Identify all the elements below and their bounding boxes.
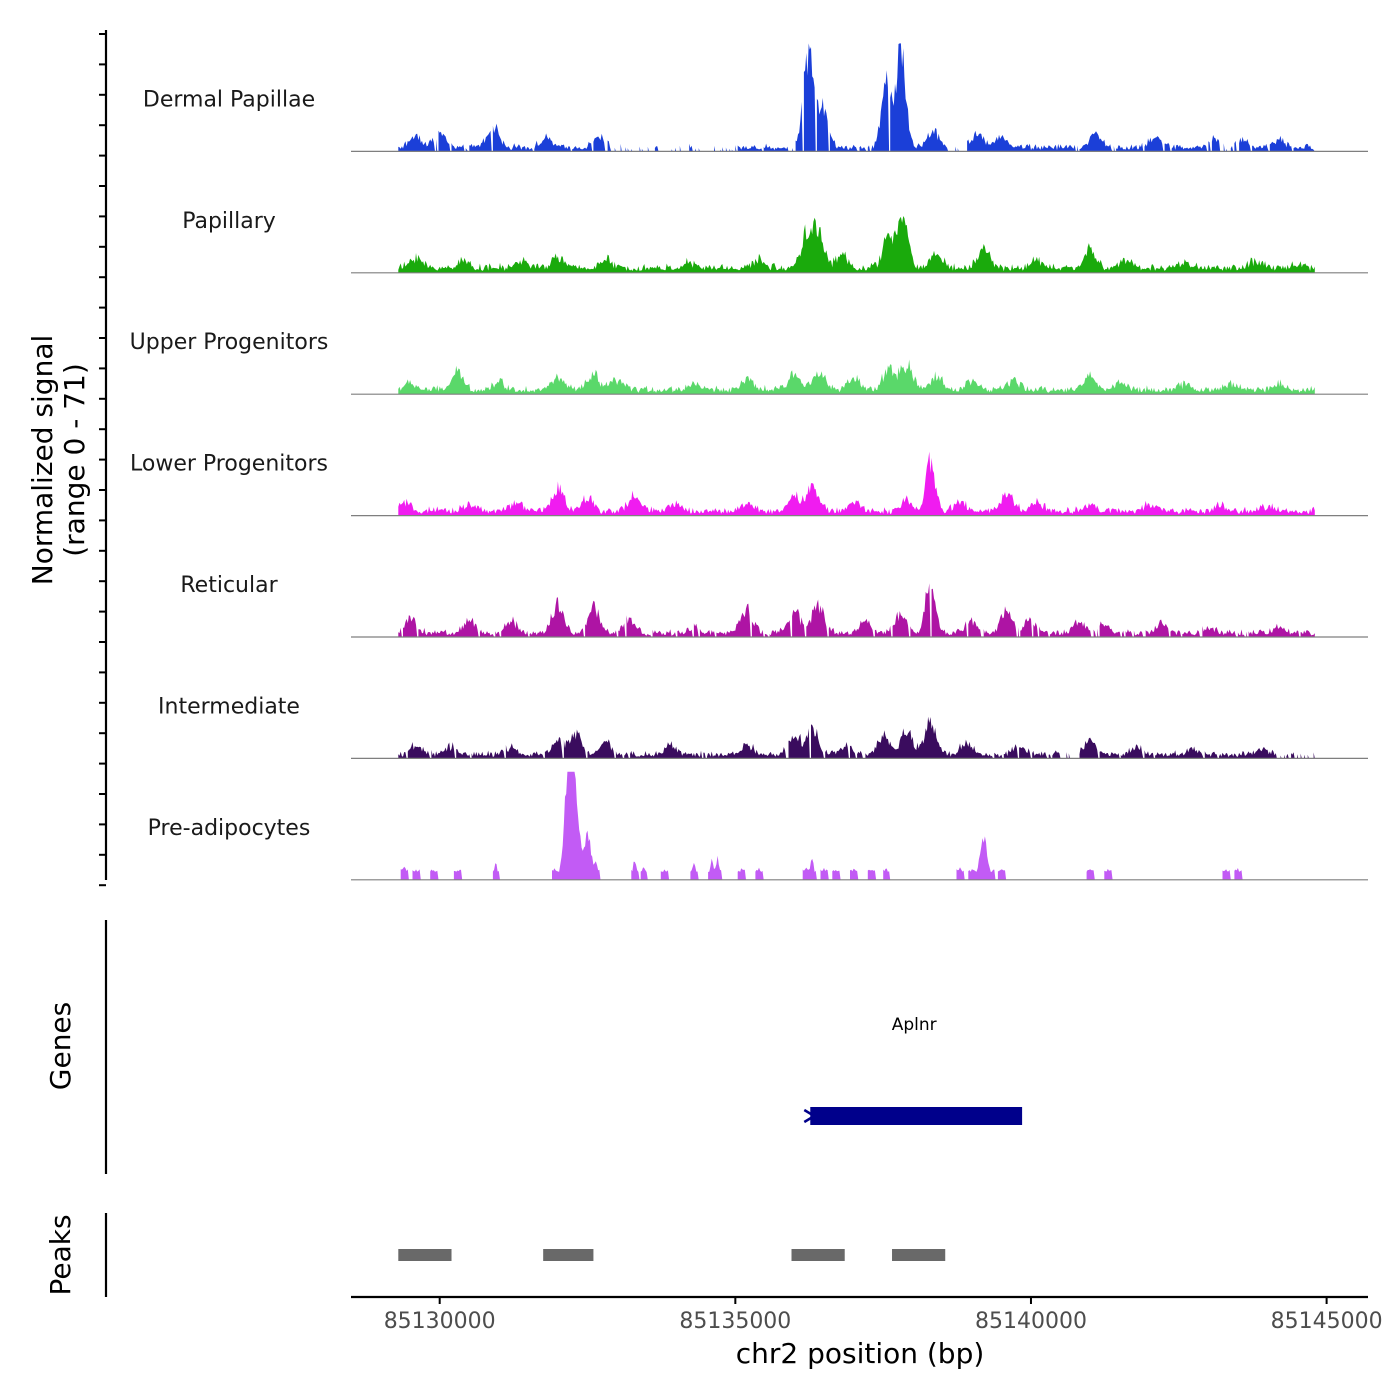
coverage-y-axis bbox=[99, 30, 108, 887]
track-label: Pre-adipocytes bbox=[148, 816, 311, 841]
coverage-track: Reticular bbox=[180, 573, 1368, 638]
peaks-axis-label: Peaks bbox=[44, 1214, 77, 1295]
track-label: Dermal Papillae bbox=[143, 87, 315, 112]
coverage-track: Pre-adipocytes bbox=[148, 771, 1368, 881]
genes-axis-label: Genes bbox=[44, 1002, 77, 1090]
coverage-area bbox=[398, 583, 1315, 637]
peak-region bbox=[791, 1249, 845, 1261]
x-tick-label: 85140000 bbox=[975, 1309, 1087, 1334]
x-axis: 85130000 85135000 85140000 85145000 chr2 po… bbox=[351, 1295, 1383, 1370]
coverage-y-label-line2: (range 0 - 71) bbox=[58, 363, 91, 557]
coverage-area bbox=[398, 216, 1315, 273]
peak-marks bbox=[398, 1249, 946, 1261]
genes-panel: Genes Aplnr bbox=[44, 920, 1023, 1174]
coverage-tracks: Dermal Papillae Papillary Upper Progenitor… bbox=[130, 43, 1368, 881]
coverage-track: Papillary bbox=[182, 209, 1368, 274]
coverage-y-label-line1: Normalized signal bbox=[26, 335, 59, 586]
coverage-track: Dermal Papillae bbox=[143, 43, 1368, 152]
x-axis-ticks: 85130000 85135000 85140000 85145000 bbox=[384, 1297, 1383, 1334]
gene-name-label: Aplnr bbox=[892, 1015, 937, 1035]
track-label: Intermediate bbox=[158, 694, 300, 719]
peak-region bbox=[543, 1249, 594, 1261]
coverage-track: Intermediate bbox=[158, 694, 1368, 760]
peak-region bbox=[892, 1249, 946, 1261]
coverage-area bbox=[398, 451, 1315, 516]
gene-strand-arrow bbox=[803, 1108, 817, 1124]
coverage-area bbox=[398, 771, 1315, 880]
track-label: Reticular bbox=[180, 573, 278, 598]
peak-region bbox=[398, 1249, 452, 1261]
x-tick-label: 85130000 bbox=[384, 1309, 496, 1334]
peaks-panel: Peaks bbox=[44, 1213, 946, 1297]
coverage-area bbox=[398, 359, 1315, 395]
coverage-y-axis-label: Normalized signal (range 0 - 71) bbox=[26, 335, 91, 586]
x-axis-title: chr2 position (bp) bbox=[736, 1337, 985, 1370]
track-label: Lower Progenitors bbox=[130, 452, 328, 477]
coverage-track: Upper Progenitors bbox=[130, 330, 1368, 395]
x-tick-label: 85135000 bbox=[679, 1309, 791, 1334]
gene-marks: Aplnr bbox=[803, 1015, 1023, 1125]
coverage-track: Lower Progenitors bbox=[130, 451, 1368, 517]
track-label: Papillary bbox=[182, 209, 276, 234]
gene-body bbox=[810, 1107, 1023, 1125]
x-tick-label: 85145000 bbox=[1271, 1309, 1383, 1334]
coverage-area bbox=[398, 43, 1315, 152]
track-label: Upper Progenitors bbox=[130, 330, 329, 355]
coverage-area bbox=[398, 716, 1315, 759]
